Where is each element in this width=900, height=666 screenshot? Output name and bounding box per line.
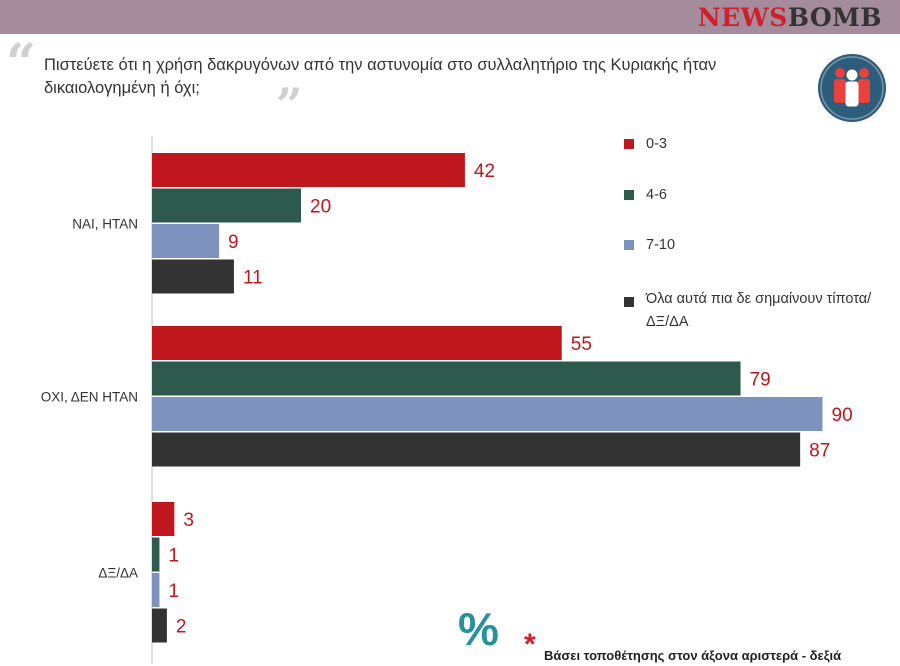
data-label: 79 [750,370,771,391]
bar-0-3 [152,153,465,187]
data-label: 3 [183,510,194,531]
bar-4-6 [152,188,301,223]
percent-icon: % [458,603,499,655]
bar-7-10 [152,224,220,258]
data-label: 2 [176,617,187,638]
data-label: 1 [168,581,179,602]
data-label: 42 [474,161,495,182]
bar-series-3 [152,432,801,467]
legend-label: 4-6 [646,187,667,203]
legend-label: Όλα αυτά πια δε σημαίνουν τίποτα/ΔΞ/ΔΑ [646,291,872,330]
legend-swatch [624,139,634,149]
bar-series-3 [152,259,234,294]
people-group-icon [818,54,886,122]
legend-swatch [624,190,634,200]
legend-label: 0-3 [646,136,667,152]
data-label: 20 [310,197,331,218]
asterisk-icon: * [524,628,536,661]
data-label: 11 [243,268,263,289]
legend-label: 7-10 [646,237,676,253]
open-quote-icon: “ [6,33,36,94]
bar-0-3 [152,326,562,360]
data-label: 90 [832,405,853,426]
top-bar: NEWSBOMB [0,0,900,34]
category-label: ΔΞ/ΔΑ [98,565,138,580]
survey-question: Πιστεύετε ότι η χρήση δακρυγόνων από την… [44,56,717,97]
data-label: 9 [228,232,239,253]
bar-4-6 [152,361,741,396]
bar-7-10 [152,397,823,431]
bar-4-6 [152,537,160,572]
category-label: ΝΑΙ, ΗΤΑΝ [72,216,138,231]
close-quote-icon: ” [276,78,303,132]
data-label: 87 [809,441,830,462]
bar-7-10 [152,573,160,607]
legend-swatch [624,240,634,250]
data-label: 1 [168,546,179,567]
legend-swatch [624,297,634,307]
category-label: ΟΧΙ, ΔΕΝ ΗΤΑΝ [41,389,138,404]
logo-part-bomb: BOMB [787,3,882,32]
logo-part-news: NEWS [697,3,788,32]
bar-0-3 [152,502,175,536]
newsbomb-logo[interactable]: NEWSBOMB [698,3,882,33]
bar-series-3 [152,608,167,643]
footnote-text: Βάσει τοποθέτησης στον άξονα αριστερά - … [544,648,842,663]
data-label: 55 [571,334,592,355]
